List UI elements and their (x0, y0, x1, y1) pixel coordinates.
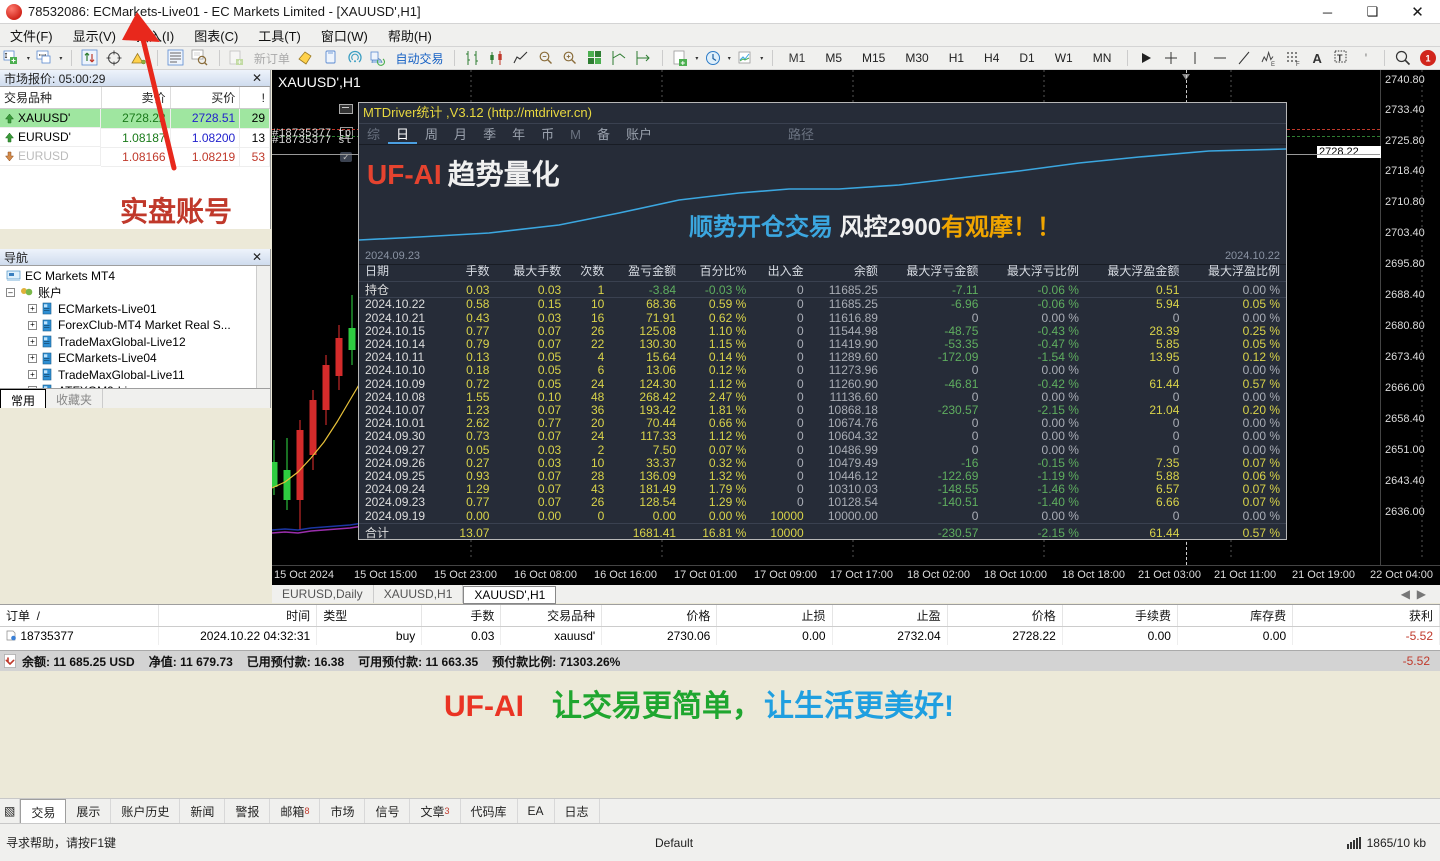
svg-text:F: F (1296, 62, 1300, 67)
svg-text:1: 1 (1425, 54, 1430, 64)
svg-text:T: T (1337, 53, 1343, 63)
svg-text:E: E (1271, 62, 1275, 67)
